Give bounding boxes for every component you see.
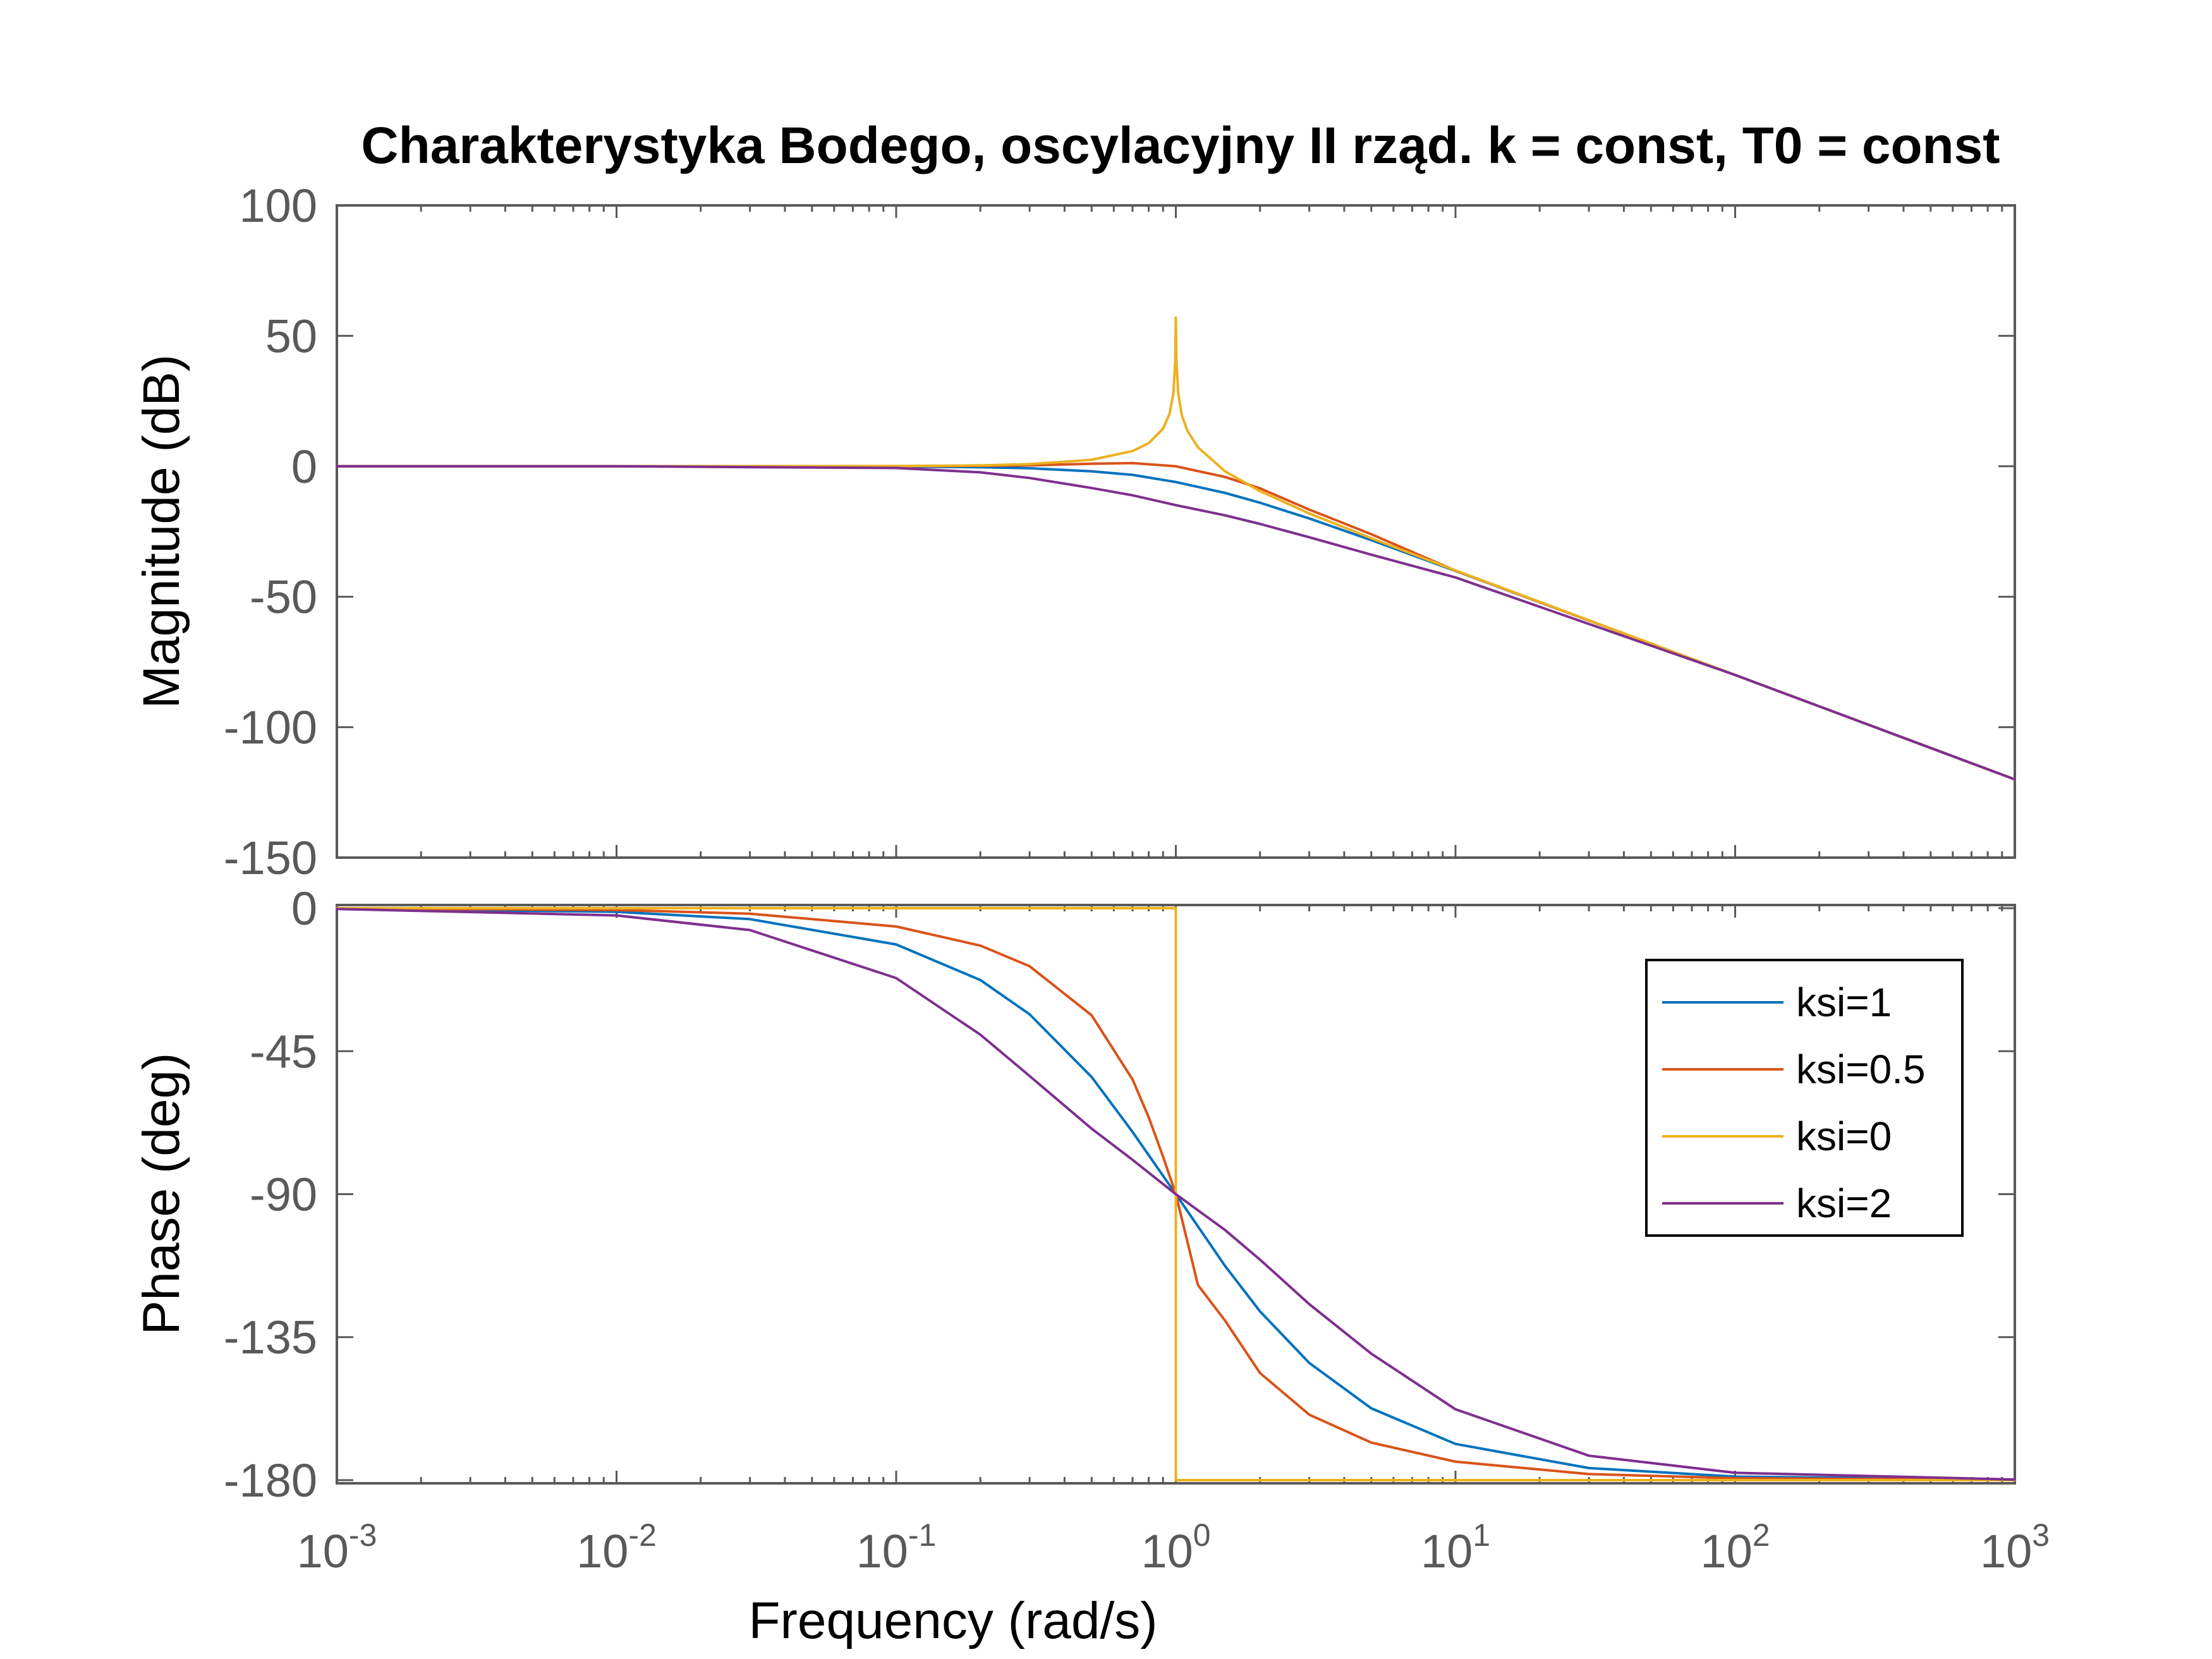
y-tick-label: -150: [224, 832, 317, 884]
y-tick-label: 0: [291, 441, 317, 493]
chart-title: Charakterystyka Bodego, oscylacyjny II r…: [361, 117, 2000, 174]
legend-label: ksi=0.5: [1796, 1047, 1926, 1092]
phase-ylabel: Phase (deg): [133, 1053, 190, 1335]
y-tick-label: -50: [250, 571, 317, 623]
phase-series: [336, 907, 2016, 1481]
x-tick-labels: 10-3 10-2 10-1 100 101 102 103: [297, 1517, 2050, 1577]
series-line-ksi-0-5: [336, 907, 2016, 1481]
legend-label: ksi=2: [1796, 1181, 1892, 1226]
series-line-ksi-2: [336, 465, 2016, 781]
x-tick-label: 100: [1141, 1517, 1210, 1577]
x-axis-label: Frequency (rad/s): [748, 1592, 1157, 1650]
y-tick-label: -90: [250, 1169, 317, 1221]
legend-entries: ksi=1 ksi=0.5 ksi=0 ksi=2: [1662, 980, 1926, 1226]
y-tick-label: 50: [265, 310, 317, 362]
legend: ksi=1 ksi=0.5 ksi=0 ksi=2: [1645, 959, 1964, 1237]
y-tick-label: 100: [240, 179, 317, 232]
magnitude-panel: 100 50 0 -50 -100 -150 Magnitude (dB): [133, 179, 2016, 884]
x-tick-label: 102: [1700, 1517, 1770, 1577]
legend-label: ksi=0: [1796, 1114, 1892, 1159]
x-tick-label: 103: [1980, 1517, 2050, 1577]
y-tick-label: -135: [224, 1311, 317, 1364]
magnitude-axes-frame: [336, 204, 2016, 859]
y-tick-label: -45: [250, 1025, 317, 1078]
series-line-ksi-0-5: [336, 461, 2016, 781]
x-tick-label: 10-3: [297, 1517, 377, 1577]
series-line-ksi-1: [336, 465, 2016, 781]
legend-label: ksi=1: [1796, 980, 1892, 1025]
x-tick-label: 10-1: [856, 1517, 937, 1577]
x-tick-label: 101: [1421, 1517, 1490, 1577]
magnitude-ticks: 100 50 0 -50 -100 -150: [224, 179, 2016, 884]
y-tick-label: -100: [224, 702, 317, 754]
magnitude-ylabel: Magnitude (dB): [133, 355, 190, 709]
series-line-ksi-2: [336, 908, 2016, 1481]
series-line-ksi-0: [336, 316, 2016, 781]
y-tick-label: 0: [291, 882, 317, 935]
y-tick-label: -180: [224, 1454, 317, 1507]
phase-panel: 0 -45 -90 -135 -180 Phase (deg): [133, 882, 2016, 1507]
magnitude-series: [336, 316, 2016, 781]
legend-box: [1645, 959, 1964, 1237]
x-tick-label: 10-2: [576, 1517, 657, 1577]
